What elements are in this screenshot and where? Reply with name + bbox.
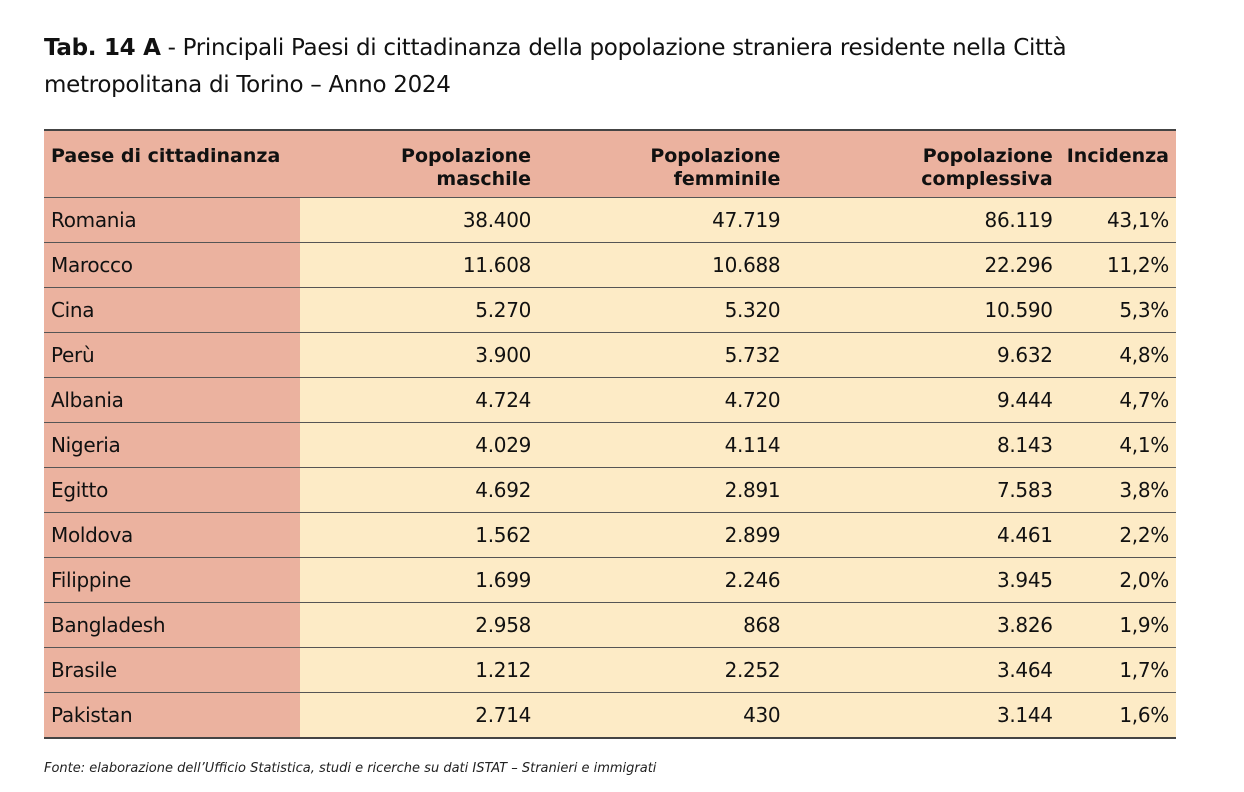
country-cell: Marocco [44, 242, 300, 288]
value-cell: 4.114 [538, 422, 788, 468]
value-cell: 9.632 [787, 332, 1060, 378]
value-cell: 10.688 [538, 242, 788, 288]
value-cell: 2.958 [300, 602, 539, 648]
value-cell: 2.714 [300, 692, 539, 739]
country-cell: Perù [44, 332, 300, 378]
country-cell: Nigeria [44, 422, 300, 468]
value-cell: 2.252 [538, 647, 788, 693]
table-row: Albania 4.724 4.720 9.444 4,7% [44, 377, 1176, 423]
value-cell: 9.444 [787, 377, 1060, 423]
value-cell: 1,9% [1059, 602, 1176, 648]
table-caption: - Principali Paesi di cittadinanza della… [44, 35, 1067, 98]
table-row: Pakistan 2.714 430 3.144 1,6% [44, 692, 1176, 739]
table-row: Egitto 4.692 2.891 7.583 3,8% [44, 467, 1176, 513]
value-cell: 5.732 [538, 332, 788, 378]
country-cell: Egitto [44, 467, 300, 513]
value-cell: 4,7% [1059, 377, 1176, 423]
value-cell: 22.296 [787, 242, 1060, 288]
column-header: Popolazione complessiva [787, 130, 1060, 198]
value-cell: 5,3% [1059, 287, 1176, 333]
value-cell: 4,1% [1059, 422, 1176, 468]
column-header: Popolazione femminile [538, 130, 788, 198]
value-cell: 5.320 [538, 287, 788, 333]
value-cell: 3.826 [787, 602, 1060, 648]
header-row: Paese di cittadinanza Popolazione maschil… [44, 130, 1176, 198]
data-table: Paese di cittadinanza Popolazione maschil… [44, 129, 1176, 739]
value-cell: 47.719 [538, 197, 788, 243]
value-cell: 4.724 [300, 377, 539, 423]
value-cell: 3.464 [787, 647, 1060, 693]
value-cell: 4.692 [300, 467, 539, 513]
table-row: Cina 5.270 5.320 10.590 5,3% [44, 287, 1176, 333]
value-cell: 2.246 [538, 557, 788, 603]
value-cell: 3.144 [787, 692, 1060, 739]
value-cell: 430 [538, 692, 788, 739]
value-cell: 2.891 [538, 467, 788, 513]
value-cell: 4,8% [1059, 332, 1176, 378]
table-row: Perù 3.900 5.732 9.632 4,8% [44, 332, 1176, 378]
value-cell: 4.461 [787, 512, 1060, 558]
value-cell: 1,6% [1059, 692, 1176, 739]
value-cell: 3.945 [787, 557, 1060, 603]
value-cell: 7.583 [787, 467, 1060, 513]
value-cell: 1,7% [1059, 647, 1176, 693]
country-cell: Cina [44, 287, 300, 333]
value-cell: 868 [538, 602, 788, 648]
value-cell: 5.270 [300, 287, 539, 333]
value-cell: 3.900 [300, 332, 539, 378]
value-cell: 11,2% [1059, 242, 1176, 288]
table-title: Tab. 14 A - Principali Paesi di cittadin… [44, 30, 1204, 104]
value-cell: 2,0% [1059, 557, 1176, 603]
value-cell: 1.212 [300, 647, 539, 693]
value-cell: 4.029 [300, 422, 539, 468]
value-cell: 4.720 [538, 377, 788, 423]
table-number: Tab. 14 A [44, 35, 161, 61]
source-note: Fonte: elaborazione dell’Ufficio Statist… [44, 761, 657, 776]
column-header: Popolazione maschile [300, 130, 539, 198]
country-cell: Filippine [44, 557, 300, 603]
value-cell: 10.590 [787, 287, 1060, 333]
country-cell: Pakistan [44, 692, 300, 739]
value-cell: 2,2% [1059, 512, 1176, 558]
table-row: Bangladesh 2.958 868 3.826 1,9% [44, 602, 1176, 648]
table-row: Romania 38.400 47.719 86.119 43,1% [44, 197, 1176, 243]
table-row: Nigeria 4.029 4.114 8.143 4,1% [44, 422, 1176, 468]
value-cell: 43,1% [1059, 197, 1176, 243]
table-row: Brasile 1.212 2.252 3.464 1,7% [44, 647, 1176, 693]
country-cell: Brasile [44, 647, 300, 693]
country-cell: Moldova [44, 512, 300, 558]
column-header: Paese di cittadinanza [44, 130, 300, 198]
value-cell: 1.699 [300, 557, 539, 603]
value-cell: 3,8% [1059, 467, 1176, 513]
table-row: Moldova 1.562 2.899 4.461 2,2% [44, 512, 1176, 558]
value-cell: 2.899 [538, 512, 788, 558]
column-header: Incidenza [1059, 130, 1176, 198]
value-cell: 38.400 [300, 197, 539, 243]
value-cell: 8.143 [787, 422, 1060, 468]
country-cell: Romania [44, 197, 300, 243]
table-row: Marocco 11.608 10.688 22.296 11,2% [44, 242, 1176, 288]
country-cell: Bangladesh [44, 602, 300, 648]
value-cell: 86.119 [787, 197, 1060, 243]
country-cell: Albania [44, 377, 300, 423]
value-cell: 1.562 [300, 512, 539, 558]
value-cell: 11.608 [300, 242, 539, 288]
table-row: Filippine 1.699 2.246 3.945 2,0% [44, 557, 1176, 603]
